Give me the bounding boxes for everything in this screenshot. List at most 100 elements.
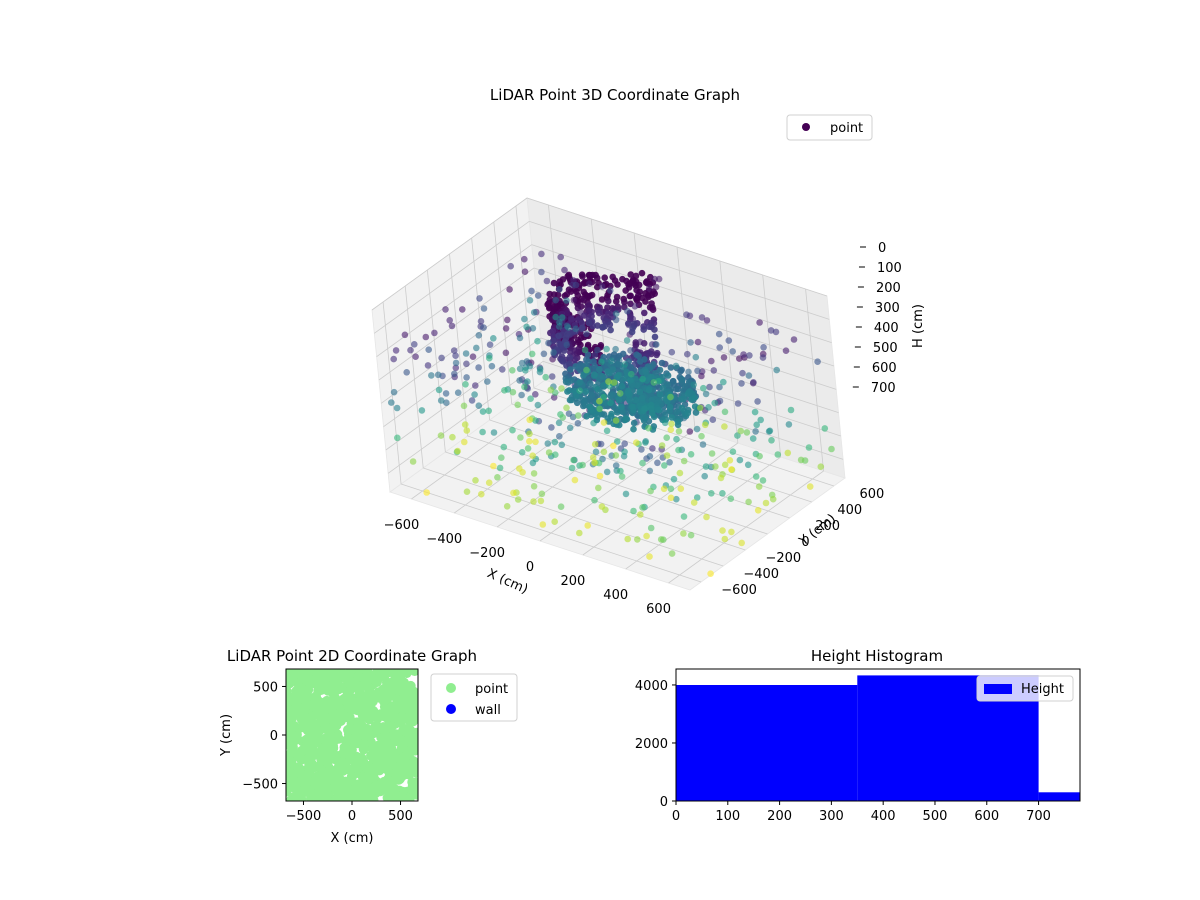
chart-3d-tick-labels: −600−400−2000200400600−600−400−200020040… — [384, 241, 902, 617]
scatter-point-3d — [516, 334, 524, 342]
chart-3d-zlabel: H (cm) — [911, 304, 926, 348]
scatter-point-2d — [383, 754, 394, 765]
scatter-point-3d — [701, 421, 709, 429]
scatter-point-3d — [488, 362, 496, 370]
scatter-point-3d — [785, 421, 793, 428]
scatter-point-3d — [554, 291, 562, 299]
scatter-point-3d — [586, 302, 593, 309]
scatter-point-3d — [544, 440, 552, 447]
scatter-point-2d — [378, 732, 389, 743]
scatter-point-3d — [633, 382, 641, 389]
scatter-point-3d — [651, 333, 659, 341]
scatter-point-3d — [506, 286, 513, 293]
scatter-point-3d — [666, 459, 673, 466]
scatter-point-3d — [471, 391, 478, 398]
scatter-point-3d — [557, 253, 564, 261]
scatter-point-3d — [641, 414, 649, 422]
scatter-point-3d — [797, 456, 805, 464]
scatter-point-3d — [558, 385, 565, 392]
scatter-point-3d — [703, 513, 710, 521]
scatter-point-2d — [406, 686, 417, 697]
scatter-point-3d — [452, 359, 460, 367]
grid-line — [531, 244, 832, 344]
scatter-point-3d — [591, 371, 598, 379]
scatter-point-3d — [635, 281, 643, 289]
scatter-point-2d — [288, 731, 299, 742]
scatter-point-3d — [725, 337, 733, 344]
x-tick-label: 500 — [388, 809, 413, 824]
grid-line — [374, 221, 530, 334]
scatter-point-2d — [370, 721, 381, 732]
scatter-point-3d — [692, 409, 700, 416]
scatter-point-3d — [558, 314, 566, 321]
scatter-point-3d — [622, 287, 629, 294]
scatter-point-3d — [680, 530, 687, 537]
scatter-point-3d — [475, 402, 483, 410]
scatter-point-2d — [369, 765, 380, 776]
scatter-point-3d — [684, 390, 692, 398]
scatter-point-3d — [661, 462, 668, 469]
scatter-point-3d — [581, 401, 589, 409]
scatter-point-3d — [552, 313, 559, 321]
scatter-point-3d — [614, 360, 621, 368]
scatter-point-3d — [586, 380, 594, 387]
scatter-point-3d — [607, 392, 614, 400]
scatter-point-3d — [630, 419, 638, 427]
scatter-point-3d — [739, 369, 746, 377]
scatter-point-3d — [526, 297, 534, 304]
scatter-point-3d — [462, 381, 469, 388]
scatter-point-3d — [568, 316, 575, 323]
scatter-point-3d — [605, 378, 612, 385]
scatter-point-3d — [521, 268, 529, 276]
scatter-point-3d — [438, 354, 445, 362]
grid-line — [404, 285, 424, 469]
scatter-point-2d — [409, 745, 418, 756]
chart-histogram-ticks: 0 100 200 300 400 500 600 700 0 2000 4000 — [635, 679, 1051, 824]
scatter-point-3d — [782, 347, 790, 355]
scatter-point-2d — [345, 676, 356, 687]
scatter-point-3d — [663, 452, 671, 459]
scatter-point-3d — [598, 358, 605, 366]
scatter-point-3d — [769, 495, 777, 503]
scatter-point-3d — [667, 393, 674, 401]
grid-line — [376, 244, 532, 357]
scatter-point-3d — [518, 359, 526, 367]
scatter-point-3d — [675, 428, 683, 435]
scatter-point-3d — [612, 345, 619, 353]
chart-histogram-bars — [676, 675, 1080, 801]
scatter-point-2d — [304, 766, 315, 777]
scatter-point-3d — [612, 417, 620, 424]
z-tick-label: 400 — [874, 321, 899, 336]
x-tick-label: 0 — [348, 809, 356, 824]
scatter-point-3d — [485, 407, 493, 415]
scatter-point-3d — [571, 476, 579, 484]
scatter-point-3d — [468, 397, 476, 404]
scatter-point-2d — [290, 783, 301, 794]
scatter-point-3d — [579, 273, 586, 280]
scatter-point-3d — [743, 429, 751, 436]
scatter-point-3d — [393, 404, 401, 412]
scatter-point-3d — [454, 389, 462, 397]
scatter-point-3d — [576, 387, 584, 395]
scatter-point-3d — [636, 338, 644, 346]
scatter-point-3d — [529, 452, 536, 460]
scatter-point-2d — [286, 678, 295, 689]
scatter-point-3d — [749, 435, 757, 442]
scatter-point-2d — [344, 712, 355, 723]
scatter-point-3d — [545, 339, 552, 347]
scatter-point-2d — [402, 765, 413, 775]
scatter-point-3d — [653, 341, 660, 348]
z-tick-label: 700 — [871, 381, 896, 396]
scatter-point-3d — [576, 379, 584, 386]
scatter-point-3d — [641, 356, 648, 363]
scatter-point-3d — [658, 359, 666, 367]
grid-line — [385, 337, 542, 451]
scatter-point-3d — [543, 277, 551, 285]
scatter-point-2d — [339, 745, 350, 756]
scatter-point-3d — [773, 366, 780, 374]
scatter-point-3d — [392, 347, 400, 354]
scatter-point-2d — [322, 684, 333, 695]
chart-3d-legend: point — [786, 114, 873, 141]
scatter-point-3d — [653, 351, 660, 359]
scatter-point-3d — [708, 490, 715, 497]
